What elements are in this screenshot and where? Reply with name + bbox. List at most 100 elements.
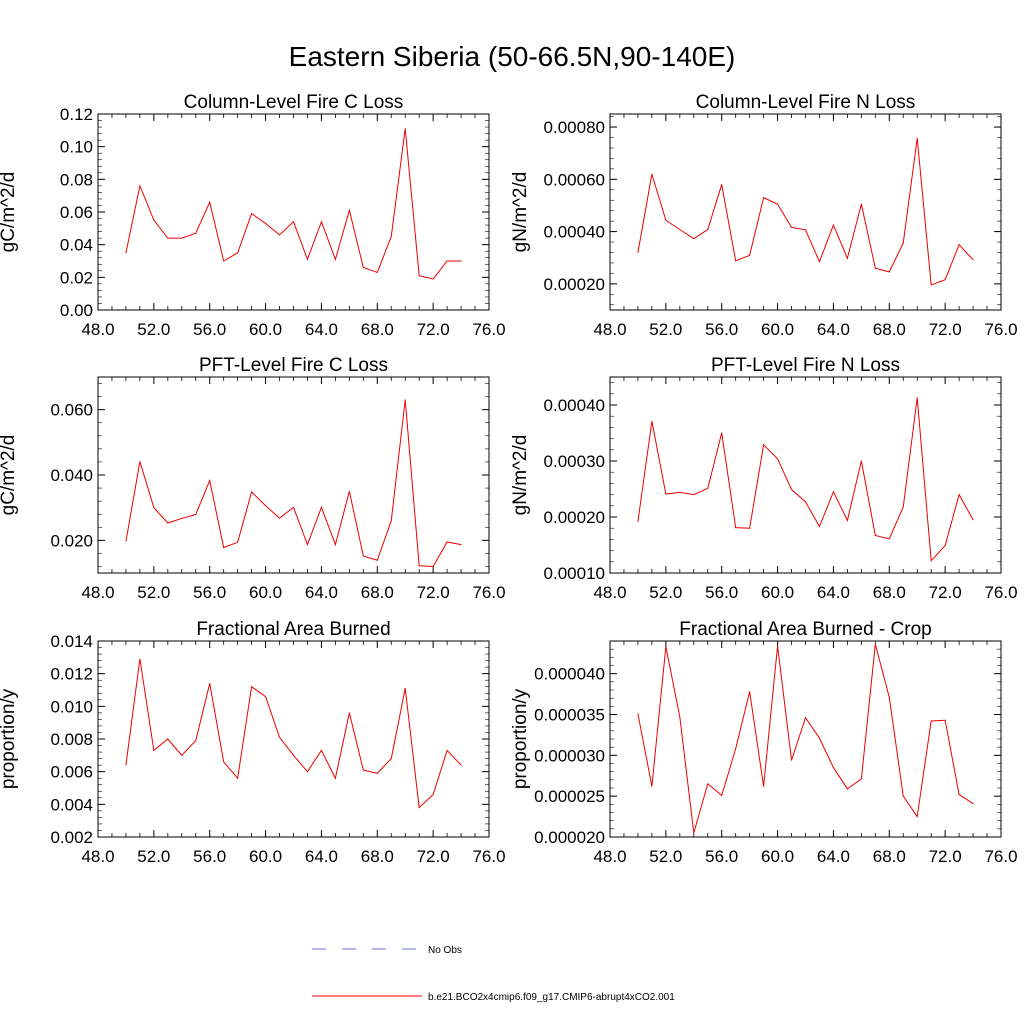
panel-title: Fractional Area Burned xyxy=(196,619,390,640)
y-tick-label: 0.010 xyxy=(50,697,93,716)
y-tick-label: 0.000025 xyxy=(534,787,605,806)
x-tick-label: 60.0 xyxy=(249,583,282,602)
data-point xyxy=(972,259,974,261)
data-point xyxy=(251,686,253,688)
y-tick-label: 0.000040 xyxy=(534,665,605,684)
data-point xyxy=(404,399,406,401)
data-point xyxy=(916,137,918,139)
data-point xyxy=(376,271,378,273)
x-tick-label: 68.0 xyxy=(873,320,906,339)
data-point xyxy=(707,783,709,785)
data-point xyxy=(209,201,211,203)
y-tick-label: 0.000020 xyxy=(534,828,605,847)
data-point xyxy=(721,184,723,186)
x-tick-label: 56.0 xyxy=(705,320,738,339)
data-point xyxy=(153,749,155,751)
y-tick-label: 0.004 xyxy=(50,795,93,814)
y-tick-label: 0.04 xyxy=(60,236,93,255)
y-axis-label: proportion/y xyxy=(0,688,19,789)
data-point xyxy=(916,397,918,399)
x-tick-label: 72.0 xyxy=(929,320,962,339)
x-tick-label: 68.0 xyxy=(361,320,394,339)
data-point xyxy=(651,420,653,422)
data-point xyxy=(860,778,862,780)
data-point xyxy=(902,795,904,797)
y-tick-label: 0.000035 xyxy=(534,706,605,725)
y-tick-label: 0.014 xyxy=(50,632,93,651)
y-tick-label: 0.008 xyxy=(50,730,93,749)
x-tick-label: 52.0 xyxy=(137,320,170,339)
data-point xyxy=(167,522,169,524)
data-point xyxy=(432,794,434,796)
y-tick-label: 0.002 xyxy=(50,828,93,847)
data-point xyxy=(805,229,806,231)
x-tick-label: 72.0 xyxy=(417,847,450,866)
data-point xyxy=(916,816,918,818)
x-tick-label: 48.0 xyxy=(593,320,626,339)
data-point xyxy=(348,712,350,714)
data-point xyxy=(306,544,308,546)
x-tick-label: 48.0 xyxy=(81,847,114,866)
data-point xyxy=(334,544,336,546)
panel-title: Fractional Area Burned - Crop xyxy=(679,619,931,640)
data-point xyxy=(418,275,420,277)
data-point xyxy=(195,232,197,234)
data-point xyxy=(460,260,462,262)
data-point xyxy=(418,807,420,809)
legend: No Obs b.e21.BCO2x4cmip6.f09_g17.CMIP6-a… xyxy=(312,945,675,1003)
x-tick-label: 72.0 xyxy=(417,583,450,602)
data-point xyxy=(791,226,793,228)
data-point xyxy=(874,267,876,269)
y-tick-label: 0.020 xyxy=(50,531,93,550)
data-point xyxy=(167,237,169,239)
plot-frame xyxy=(609,376,1002,574)
data-point xyxy=(293,221,294,223)
y-tick-label: 0.00030 xyxy=(544,452,605,471)
data-point xyxy=(818,261,820,263)
x-tick-label: 60.0 xyxy=(761,847,794,866)
data-point xyxy=(125,252,127,254)
data-point xyxy=(832,491,834,493)
x-tick-label: 60.0 xyxy=(761,583,794,602)
data-point xyxy=(446,260,448,262)
series-line-1 xyxy=(125,399,462,567)
data-point xyxy=(888,696,890,698)
x-tick-label: 52.0 xyxy=(137,583,170,602)
chart-panel-2: 48.0 52.0 56.0 60.0 64.0 68.0 72.0 76.0 0.00020 0… xyxy=(510,92,1018,339)
data-point xyxy=(679,491,681,493)
data-point xyxy=(888,271,890,273)
data-point xyxy=(139,461,141,463)
x-tick-label: 52.0 xyxy=(649,320,682,339)
data-point xyxy=(902,506,904,508)
data-point xyxy=(818,526,820,528)
x-tick-label: 68.0 xyxy=(361,583,394,602)
y-tick-label: 0.00040 xyxy=(544,223,605,242)
data-point xyxy=(637,252,639,254)
y-tick-label: 0.12 xyxy=(60,105,93,124)
x-tick-label: 76.0 xyxy=(472,320,505,339)
data-point xyxy=(637,713,639,715)
y-tick-label: 0.08 xyxy=(60,170,93,189)
data-point xyxy=(320,506,322,508)
series-line-1 xyxy=(125,658,462,809)
data-point xyxy=(846,257,848,259)
data-point xyxy=(390,236,392,237)
data-point xyxy=(665,493,667,495)
series-line-1 xyxy=(637,397,974,562)
data-point xyxy=(874,643,876,645)
x-tick-label: 48.0 xyxy=(593,847,626,866)
data-point xyxy=(306,258,308,260)
data-point xyxy=(888,538,890,540)
data-point xyxy=(237,252,239,254)
x-tick-label: 56.0 xyxy=(705,583,738,602)
data-point xyxy=(763,785,765,787)
data-point xyxy=(791,759,793,761)
data-point xyxy=(735,260,737,262)
x-tick-label: 64.0 xyxy=(817,583,850,602)
chart-panel-6: 48.0 52.0 56.0 60.0 64.0 68.0 72.0 76.0 0.000020… xyxy=(510,619,1018,866)
data-point xyxy=(125,540,127,542)
data-point xyxy=(958,494,960,496)
series-line-1 xyxy=(637,138,974,286)
data-point xyxy=(279,736,281,738)
data-point xyxy=(735,527,737,529)
